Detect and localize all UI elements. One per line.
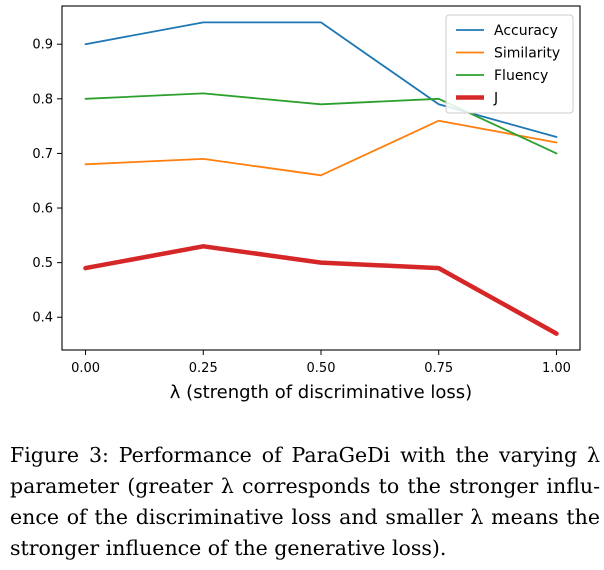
- y-tick-label: 0.4: [32, 311, 53, 326]
- y-tick-label: 0.5: [32, 256, 53, 271]
- series-layer: [83, 21, 559, 336]
- y-tick-label: 0.8: [32, 92, 53, 107]
- legend-label-accuracy: Accuracy: [494, 23, 558, 39]
- y-tick-label: 0.6: [32, 202, 53, 217]
- x-axis-ticks: 0.00 0.25 0.50 0.75 1.00: [71, 350, 571, 376]
- x-axis-label: λ (strength of discriminative loss): [170, 382, 472, 403]
- x-tick-label: 0.50: [307, 361, 336, 376]
- y-axis-ticks: 0.4 0.5 0.6 0.7 0.8 0.9: [32, 38, 62, 326]
- x-tick-label: 0.00: [71, 361, 100, 376]
- legend-label-fluency: Fluency: [494, 68, 548, 84]
- x-tick-label: 0.75: [424, 361, 453, 376]
- series-line-j: [83, 244, 559, 336]
- series-line-similarity: [84, 119, 558, 177]
- legend-box: [445, 14, 574, 114]
- y-tick-label: 0.7: [32, 147, 53, 162]
- legend-label-similarity: Similarity: [494, 46, 560, 62]
- figure-caption: Figure 3: Performance of ParaGeDi with t…: [10, 443, 600, 560]
- series-line-fluency: [84, 92, 558, 155]
- x-tick-label: 1.00: [542, 361, 571, 376]
- y-tick-label: 0.9: [32, 38, 53, 53]
- legend: Accuracy Similarity Fluency J: [445, 14, 574, 114]
- legend-label-j: J: [493, 91, 498, 107]
- line-chart: 0.40.50.60.70.80.9 0.00 0.25 0.50 0.75 1.00 …: [32, 5, 581, 403]
- series-line-accuracy: [84, 21, 558, 138]
- x-tick-label: 0.25: [189, 361, 218, 376]
